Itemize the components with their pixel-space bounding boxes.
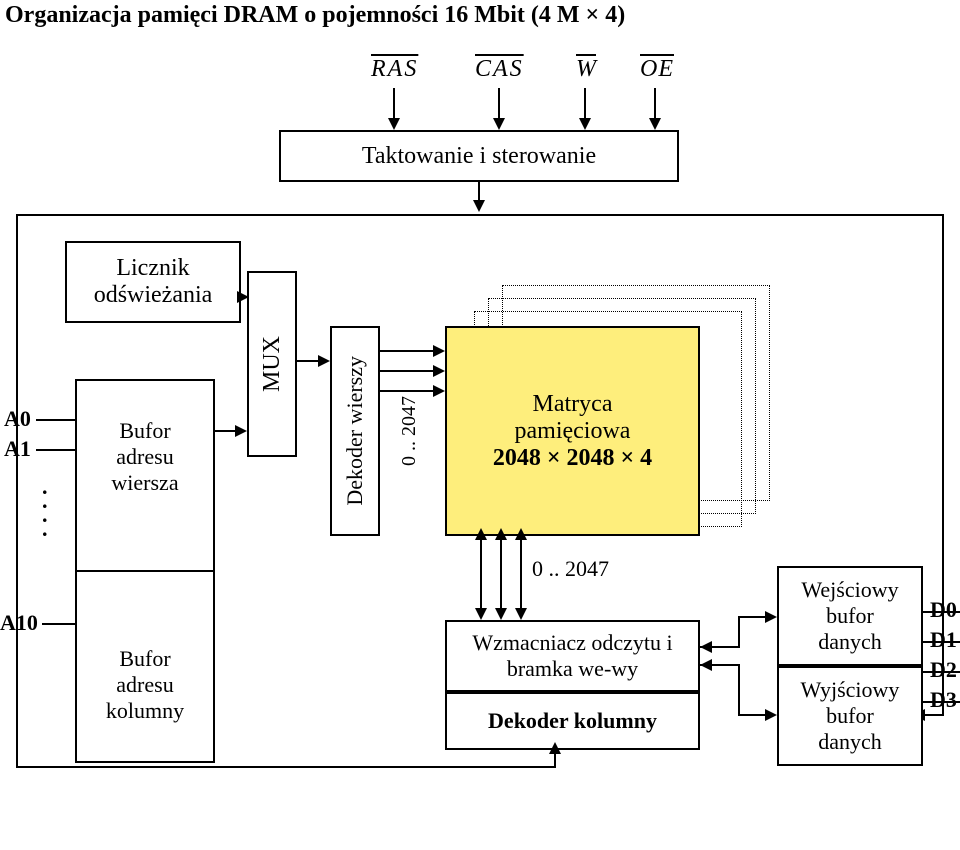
signal-oe: OE (640, 56, 674, 83)
input-data-buffer-box: Wejściowy bufor danych (777, 566, 923, 666)
timing-control-box: Taktowanie i sterowanie (279, 130, 679, 182)
pin-d3: D3 (930, 687, 957, 713)
row-addr-buffer-label: Bufor adresu wiersza (111, 418, 178, 496)
row-range-label: 0 .. 2047 (398, 396, 421, 466)
mux-label: MUX (259, 336, 286, 392)
signal-cas: CAS (475, 56, 524, 83)
diagram-title: Organizacja pamięci DRAM o pojemności 16… (5, 2, 625, 29)
matrix-line2: pamięciowa (515, 418, 631, 445)
output-data-buffer-box: Wyjściowy bufor danych (777, 666, 923, 766)
matrix-line3: 2048 × 2048 × 4 (493, 445, 652, 472)
pin-d1: D1 (930, 627, 957, 653)
col-range-label: 0 .. 2047 (532, 556, 609, 582)
refresh-counter-box: Licznik odświeżania (65, 241, 241, 323)
memory-matrix-box: Matryca pamięciowa 2048 × 2048 × 4 (445, 326, 700, 536)
column-decoder-box: Dekoder kolumny (445, 692, 700, 750)
row-decoder-box: Dekoder wierszy (330, 326, 380, 536)
sense-amp-box: Wzmacniacz odczytu i bramka we-wy (445, 620, 700, 692)
signal-w: W (576, 56, 596, 83)
pin-a10: A10 (0, 610, 38, 636)
pin-d2: D2 (930, 657, 957, 683)
pin-d0: D0 (930, 597, 957, 623)
address-buffer-box: Bufor adresu wiersza Bufor adresu kolumn… (75, 379, 215, 763)
col-addr-buffer-label: Bufor adresu kolumny (106, 646, 184, 724)
addr-pin-dots: .... (42, 480, 48, 536)
signal-ras: RAS (371, 56, 418, 83)
pin-a0: A0 (4, 406, 31, 432)
row-decoder-label: Dekoder wierszy (342, 356, 368, 506)
mux-box: MUX (247, 271, 297, 457)
pin-a1: A1 (4, 436, 31, 462)
matrix-line1: Matryca (533, 391, 613, 418)
